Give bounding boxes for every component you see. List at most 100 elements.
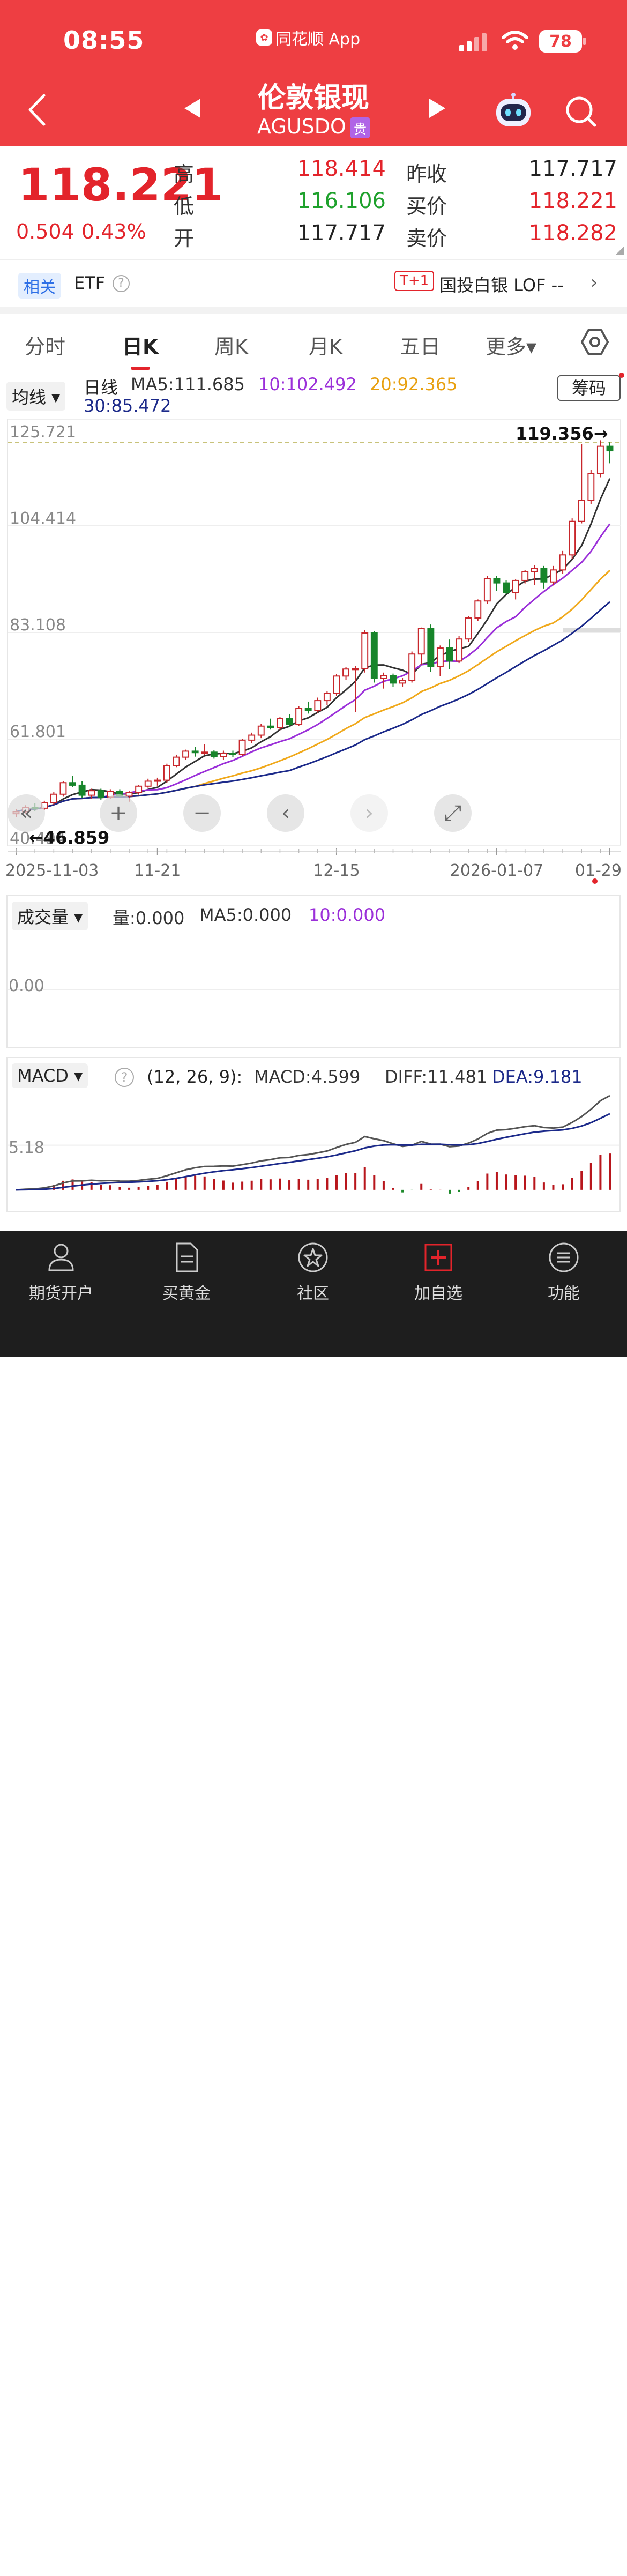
y-tick-label: 125.721 <box>10 423 76 442</box>
nav-add-watchlist[interactable]: 加自选 <box>390 1241 487 1304</box>
macd-diff: DIFF:11.481 <box>385 1067 488 1087</box>
scroll-left-fast-button[interactable]: « <box>8 794 45 832</box>
app-header: 08:55 ✿ 同花顺 App 78 伦敦银现 AGUSDO 贵 <box>0 0 627 146</box>
nav-functions[interactable]: 功能 <box>516 1241 612 1304</box>
tab-more[interactable]: 更多▾ <box>486 335 537 359</box>
tab-intraday[interactable]: 分时 <box>25 335 66 359</box>
macd-help-icon[interactable]: ? <box>115 1068 134 1087</box>
candle-body <box>342 668 350 677</box>
candle-body <box>323 693 331 702</box>
ma30-line <box>16 601 610 813</box>
nav-futures-account[interactable]: 期货开户 <box>13 1241 109 1304</box>
volume-dropdown[interactable]: 成交量 ▾ <box>12 902 88 930</box>
y-tick-label: 40.494 <box>10 829 66 848</box>
assistant-robot-icon[interactable] <box>492 92 535 130</box>
status-time: 08:55 <box>63 26 145 55</box>
high-value: 118.414 <box>297 157 386 181</box>
battery-icon: 78 <box>539 30 582 53</box>
candle-body <box>370 632 378 679</box>
page-title: 伦敦银现 <box>257 82 369 114</box>
nav-buy-gold[interactable]: 买黄金 <box>138 1241 235 1304</box>
candle-body <box>483 578 491 602</box>
search-button[interactable] <box>564 94 598 129</box>
divider <box>0 307 627 314</box>
expand-corner-icon[interactable] <box>615 247 624 255</box>
scroll-right-button[interactable]: › <box>350 794 388 832</box>
candle-body <box>408 653 416 681</box>
candle-body <box>59 782 67 795</box>
ma20-legend: 20:92.365 <box>370 374 458 394</box>
wifi-icon <box>502 31 528 50</box>
y-tick-label: 61.801 <box>10 723 66 741</box>
nav-label: 社区 <box>297 1284 329 1303</box>
chevron-right-icon[interactable]: › <box>591 272 598 293</box>
candle-body <box>201 751 208 754</box>
low-value: 116.106 <box>297 189 386 213</box>
tab-five-day[interactable]: 五日 <box>400 335 441 359</box>
nav-community[interactable]: 社区 <box>265 1241 361 1304</box>
candle-body <box>333 675 340 694</box>
candle-body <box>427 628 435 667</box>
candle-body <box>474 600 482 619</box>
x-tick-label: 2026-01-07 <box>450 861 543 880</box>
price-change: 0.504 <box>16 220 74 243</box>
next-instrument-button[interactable] <box>426 96 447 120</box>
macd-dropdown[interactable]: MACD ▾ <box>12 1063 88 1088</box>
candle-body <box>295 708 303 725</box>
chip-distribution-button[interactable]: 筹码 <box>557 375 621 401</box>
candle-body <box>493 578 501 584</box>
macd-value: MACD:4.599 <box>254 1067 361 1087</box>
candle-body <box>436 647 444 667</box>
bid-label: 买价 <box>406 195 447 218</box>
candle-body <box>191 750 199 754</box>
candle-body <box>390 675 397 684</box>
tab-daily-k[interactable]: 日K <box>122 335 159 359</box>
tab-monthly-k[interactable]: 月K <box>309 335 342 359</box>
scroll-left-button[interactable]: ‹ <box>267 794 304 832</box>
price-marker-bar <box>563 628 621 632</box>
min-price-label: ←46.859 <box>29 828 109 848</box>
max-price-label: 119.356→ <box>516 423 608 444</box>
settings-hexagon-icon[interactable] <box>580 327 610 357</box>
candle-body <box>314 700 322 711</box>
candle-body <box>446 647 453 662</box>
candle-body <box>267 725 274 728</box>
candle-body <box>361 632 369 669</box>
candle-body <box>352 668 359 671</box>
back-button[interactable] <box>24 91 50 129</box>
macd-dea-line <box>16 1113 610 1191</box>
candle-body <box>173 756 180 766</box>
zoom-in-button[interactable]: + <box>100 794 137 832</box>
candle-body <box>569 520 576 556</box>
open-label: 开 <box>174 227 195 250</box>
candle-body <box>399 680 406 684</box>
indicator-dropdown[interactable]: 均线 ▾ <box>6 382 66 411</box>
volume-panel: 成交量 ▾ 量:0.000 MA5:0.000 10:0.000 0.00 <box>6 895 621 1048</box>
low-label: 低 <box>174 195 195 218</box>
candle-body <box>550 569 557 583</box>
volume-ma5: MA5:0.000 <box>199 905 292 925</box>
user-icon <box>48 1244 74 1271</box>
related-fund-link[interactable]: 国投白银 LOF -- <box>439 275 564 295</box>
tab-weekly-k[interactable]: 周K <box>214 335 248 359</box>
candle-body <box>276 718 283 728</box>
precious-metal-tag: 贵 <box>350 117 370 138</box>
menu-icon <box>549 1242 579 1272</box>
candle-body <box>144 780 152 787</box>
nav-label: 加自选 <box>414 1284 462 1303</box>
fullscreen-button[interactable]: ⤢ <box>434 794 472 832</box>
help-icon[interactable]: ? <box>113 275 130 292</box>
etf-link[interactable]: ETF <box>74 273 106 293</box>
ask-label: 卖价 <box>406 227 447 250</box>
candle-body <box>512 579 519 593</box>
price-change-pct: 0.43% <box>81 220 146 243</box>
open-value: 117.717 <box>297 221 386 245</box>
zoom-out-button[interactable]: − <box>183 794 221 832</box>
period-tabs: 分时 日K 周K 月K 五日 更多▾ <box>0 314 627 371</box>
prev-close-label: 昨收 <box>406 162 447 186</box>
status-app-name: ✿ 同花顺 App <box>256 26 360 49</box>
candle-body <box>220 753 227 757</box>
ma5-legend: MA5:111.685 <box>131 374 245 394</box>
prev-instrument-button[interactable] <box>182 96 204 120</box>
candle-body <box>135 785 143 793</box>
